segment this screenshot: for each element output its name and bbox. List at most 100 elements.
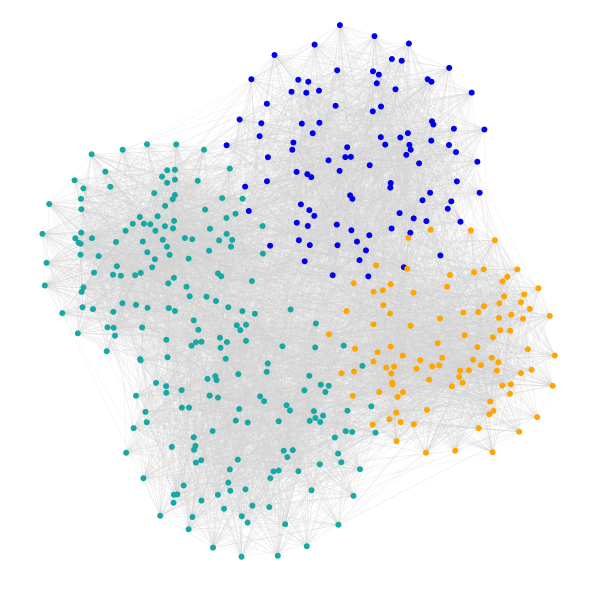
graph-node xyxy=(524,346,531,353)
graph-node xyxy=(216,237,223,244)
graph-node xyxy=(113,263,120,270)
graph-node xyxy=(486,411,493,418)
graph-node xyxy=(489,449,496,456)
graph-node xyxy=(275,418,282,425)
graph-node xyxy=(410,215,417,222)
graph-node xyxy=(356,257,363,264)
graph-node xyxy=(407,229,414,236)
graph-node xyxy=(212,373,219,380)
graph-node xyxy=(149,264,156,271)
graph-node xyxy=(467,227,474,234)
graph-node xyxy=(334,242,341,249)
graph-node xyxy=(78,229,85,236)
graph-node xyxy=(226,165,233,172)
graph-node xyxy=(139,238,146,245)
graph-node xyxy=(210,544,216,551)
graph-node xyxy=(312,344,319,351)
graph-node xyxy=(372,429,379,436)
graph-node xyxy=(350,492,357,499)
graph-node xyxy=(507,327,514,334)
graph-node xyxy=(293,219,300,226)
graph-node xyxy=(370,288,377,295)
graph-node xyxy=(499,278,506,285)
graph-node xyxy=(264,360,271,367)
graph-node xyxy=(239,195,246,202)
graph-node xyxy=(219,195,226,202)
graph-node xyxy=(342,154,349,161)
graph-node xyxy=(423,407,430,413)
graph-node xyxy=(468,89,475,96)
graph-node xyxy=(343,308,350,314)
graph-node xyxy=(501,293,508,300)
graph-node xyxy=(189,236,196,243)
graph-node xyxy=(456,374,463,380)
graph-node xyxy=(376,389,383,395)
graph-node xyxy=(171,308,178,314)
graph-node xyxy=(348,227,355,234)
graph-node xyxy=(427,226,434,233)
graph-node xyxy=(280,447,287,454)
graph-node xyxy=(394,393,401,400)
graph-node xyxy=(242,183,249,190)
graph-node xyxy=(369,421,376,428)
graph-node xyxy=(387,184,394,191)
graph-node xyxy=(317,381,324,388)
graph-node xyxy=(373,80,380,87)
graph-node xyxy=(137,357,144,364)
graph-node xyxy=(213,298,219,304)
graph-node xyxy=(259,250,266,257)
graph-node xyxy=(251,310,258,317)
graph-node xyxy=(290,139,297,146)
graph-node xyxy=(366,232,373,239)
graph-node xyxy=(369,108,376,115)
graph-node xyxy=(264,178,270,185)
graph-node xyxy=(490,407,497,414)
graph-node xyxy=(74,330,81,337)
graph-node xyxy=(217,334,223,341)
graph-node xyxy=(534,414,541,421)
graph-node xyxy=(77,251,84,258)
graph-node xyxy=(326,331,332,338)
graph-node xyxy=(110,324,117,331)
graph-node xyxy=(370,358,377,365)
graph-node xyxy=(397,134,404,141)
graph-node xyxy=(174,491,181,498)
graph-node xyxy=(223,230,230,237)
graph-node xyxy=(448,383,455,390)
graph-node xyxy=(90,306,96,313)
graph-node xyxy=(283,402,290,409)
graph-node xyxy=(301,387,308,394)
graph-node xyxy=(173,141,180,148)
orange-cluster xyxy=(326,226,558,456)
graph-node xyxy=(103,348,110,355)
graph-node xyxy=(301,258,308,265)
graph-node xyxy=(192,459,199,466)
graph-node xyxy=(119,300,126,307)
graph-node xyxy=(206,392,213,399)
graph-node xyxy=(88,151,95,158)
graph-node xyxy=(470,356,477,363)
graph-node xyxy=(104,324,111,331)
graph-node xyxy=(406,141,413,148)
graph-node xyxy=(133,392,139,399)
graph-node xyxy=(163,336,170,343)
graph-node xyxy=(396,210,403,217)
graph-node xyxy=(457,367,464,374)
graph-node xyxy=(480,266,487,273)
graph-node xyxy=(520,315,526,322)
graph-node xyxy=(295,237,302,244)
graph-node xyxy=(78,288,85,295)
graph-node xyxy=(312,415,319,421)
graph-node xyxy=(236,406,243,412)
graph-node xyxy=(119,146,126,153)
graph-node xyxy=(407,146,414,153)
graph-node xyxy=(80,185,87,192)
graph-node xyxy=(203,293,210,300)
graph-node xyxy=(284,454,291,461)
graph-node xyxy=(41,282,48,289)
graph-node xyxy=(204,375,211,382)
graph-node xyxy=(91,269,97,276)
graph-node xyxy=(46,201,53,207)
graph-node xyxy=(437,315,443,322)
graph-node xyxy=(287,407,293,414)
